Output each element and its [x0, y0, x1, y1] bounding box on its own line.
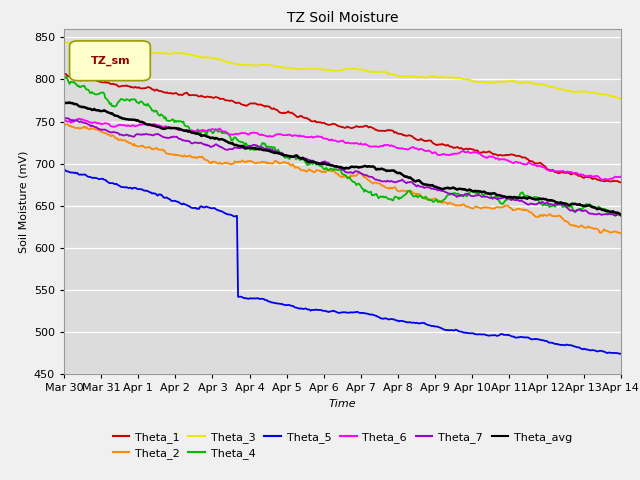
Theta_5: [617, 351, 625, 357]
Theta_5: [362, 311, 369, 316]
Theta_7: [605, 211, 612, 217]
Theta_1: [604, 178, 611, 183]
Theta_7: [617, 211, 625, 217]
Theta_avg: [393, 169, 401, 175]
Theta_2: [604, 228, 611, 234]
Theta_3: [604, 93, 611, 98]
Theta_7: [393, 179, 401, 185]
Title: TZ Soil Moisture: TZ Soil Moisture: [287, 11, 398, 25]
Theta_6: [617, 174, 625, 180]
Line: Theta_avg: Theta_avg: [64, 102, 621, 215]
Legend: Theta_1, Theta_2, Theta_3, Theta_4, Theta_5, Theta_6, Theta_7, Theta_avg: Theta_1, Theta_2, Theta_3, Theta_4, Thet…: [113, 432, 572, 459]
Theta_6: [599, 178, 607, 183]
Theta_2: [617, 230, 625, 236]
Theta_7: [61, 115, 69, 121]
Theta_7: [329, 163, 337, 168]
Theta_1: [516, 154, 524, 159]
FancyBboxPatch shape: [70, 41, 150, 81]
Theta_7: [362, 172, 370, 178]
Theta_3: [328, 68, 335, 73]
Theta_avg: [66, 99, 74, 105]
Theta_6: [518, 160, 525, 166]
Theta_6: [60, 117, 68, 123]
Line: Theta_2: Theta_2: [64, 123, 621, 233]
Theta_4: [617, 212, 625, 217]
Theta_6: [75, 116, 83, 121]
Theta_1: [328, 121, 335, 127]
Theta_4: [518, 190, 525, 195]
Theta_2: [616, 230, 623, 236]
Line: Theta_1: Theta_1: [64, 73, 621, 182]
Theta_4: [605, 211, 612, 217]
Theta_1: [362, 123, 369, 129]
Theta_5: [324, 309, 332, 315]
Theta_6: [326, 137, 333, 143]
Theta_avg: [617, 212, 625, 218]
Theta_1: [60, 71, 68, 76]
Line: Theta_5: Theta_5: [64, 169, 621, 354]
Theta_5: [616, 351, 623, 357]
Theta_3: [362, 68, 369, 73]
Theta_avg: [362, 164, 370, 169]
Theta_1: [617, 180, 625, 185]
Theta_avg: [326, 162, 333, 168]
Theta_3: [392, 72, 399, 78]
Theta_2: [362, 174, 369, 180]
Theta_5: [60, 167, 68, 172]
Theta_1: [324, 122, 332, 128]
Theta_5: [328, 308, 335, 314]
Theta_7: [60, 115, 68, 121]
Line: Theta_6: Theta_6: [64, 119, 621, 180]
Line: Theta_4: Theta_4: [64, 77, 621, 216]
Theta_avg: [605, 208, 612, 214]
Theta_4: [326, 166, 333, 172]
Theta_1: [392, 129, 399, 135]
Text: TZ_sm: TZ_sm: [90, 56, 130, 66]
Theta_avg: [329, 163, 337, 168]
Theta_6: [393, 145, 401, 151]
Theta_4: [62, 74, 70, 80]
Theta_2: [60, 120, 68, 126]
Theta_3: [324, 67, 332, 73]
Line: Theta_7: Theta_7: [64, 118, 621, 216]
Theta_5: [392, 317, 399, 323]
Theta_7: [326, 161, 333, 167]
Theta_5: [604, 350, 611, 356]
Theta_3: [60, 38, 68, 44]
Theta_4: [362, 188, 370, 194]
Theta_7: [518, 198, 525, 204]
Theta_2: [328, 168, 335, 174]
Theta_2: [516, 206, 524, 212]
Theta_3: [617, 96, 625, 102]
Line: Theta_3: Theta_3: [64, 41, 621, 99]
Theta_6: [329, 137, 337, 143]
Theta_7: [611, 213, 619, 218]
Theta_4: [60, 76, 68, 82]
Theta_6: [362, 142, 370, 147]
Theta_avg: [60, 101, 68, 107]
Theta_5: [516, 334, 524, 340]
Theta_4: [393, 194, 401, 200]
Theta_3: [516, 80, 524, 85]
Theta_6: [606, 176, 614, 182]
Theta_2: [324, 168, 332, 173]
X-axis label: Time: Time: [328, 399, 356, 409]
Theta_2: [392, 185, 399, 191]
Theta_avg: [518, 195, 525, 201]
Y-axis label: Soil Moisture (mV): Soil Moisture (mV): [19, 150, 28, 253]
Theta_4: [611, 213, 619, 218]
Theta_4: [329, 167, 337, 173]
